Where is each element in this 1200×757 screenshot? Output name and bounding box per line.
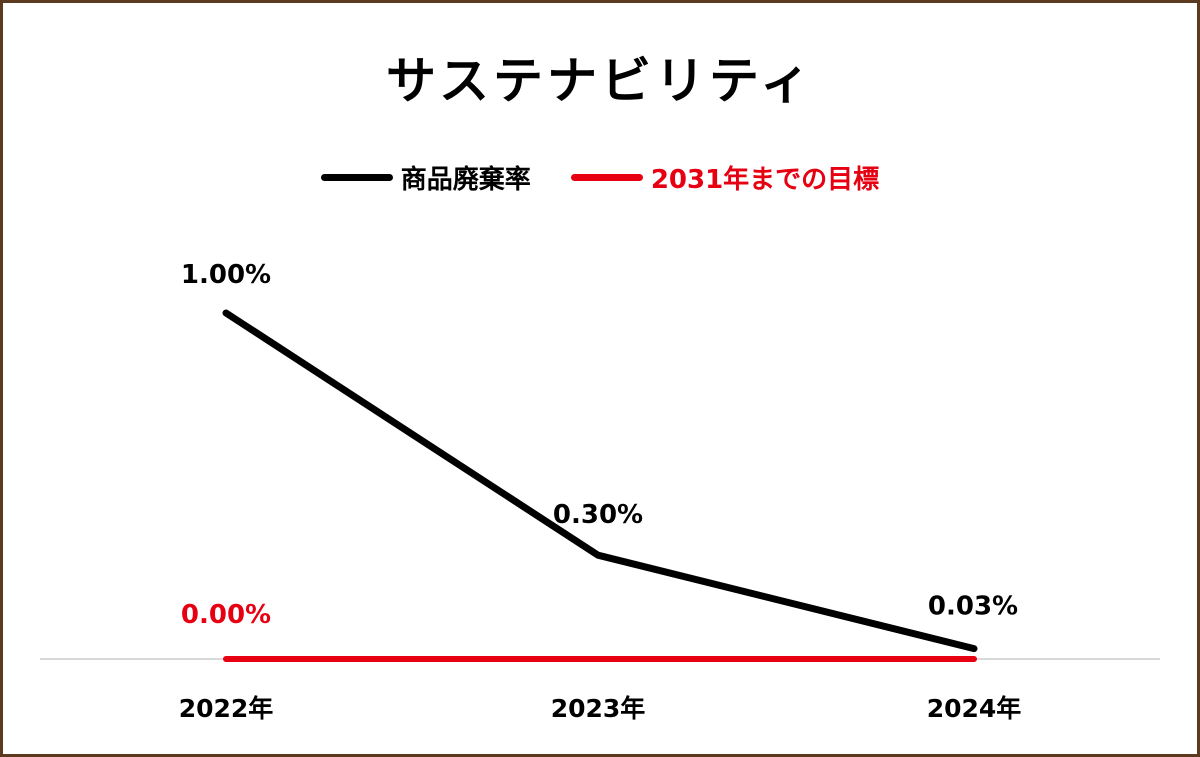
legend-swatch-target [570,174,643,181]
chart-title: サステナビリティ [386,52,814,110]
legend-item-waste-rate: 商品廃棄率 [320,159,531,196]
data-label-waste-rate: 0.30% [553,500,643,530]
data-label-waste-rate: 1.00% [181,260,271,290]
legend: 商品廃棄率 2031年までの目標 [3,159,1197,196]
series-line-waste-rate [222,309,978,653]
data-label-target: 0.00% [181,600,271,630]
legend-label-waste-rate: 商品廃棄率 [400,165,531,195]
x-tick-label: 2023年 [551,694,646,723]
legend-swatch-waste-rate [320,174,393,181]
data-label-waste-rate: 0.03% [928,592,1018,622]
legend-item-target: 2031年までの目標 [570,159,880,196]
x-tick-label: 2024年 [927,694,1022,723]
legend-label-target: 2031年までの目標 [650,165,880,195]
x-tick-label: 2022年 [179,694,274,723]
